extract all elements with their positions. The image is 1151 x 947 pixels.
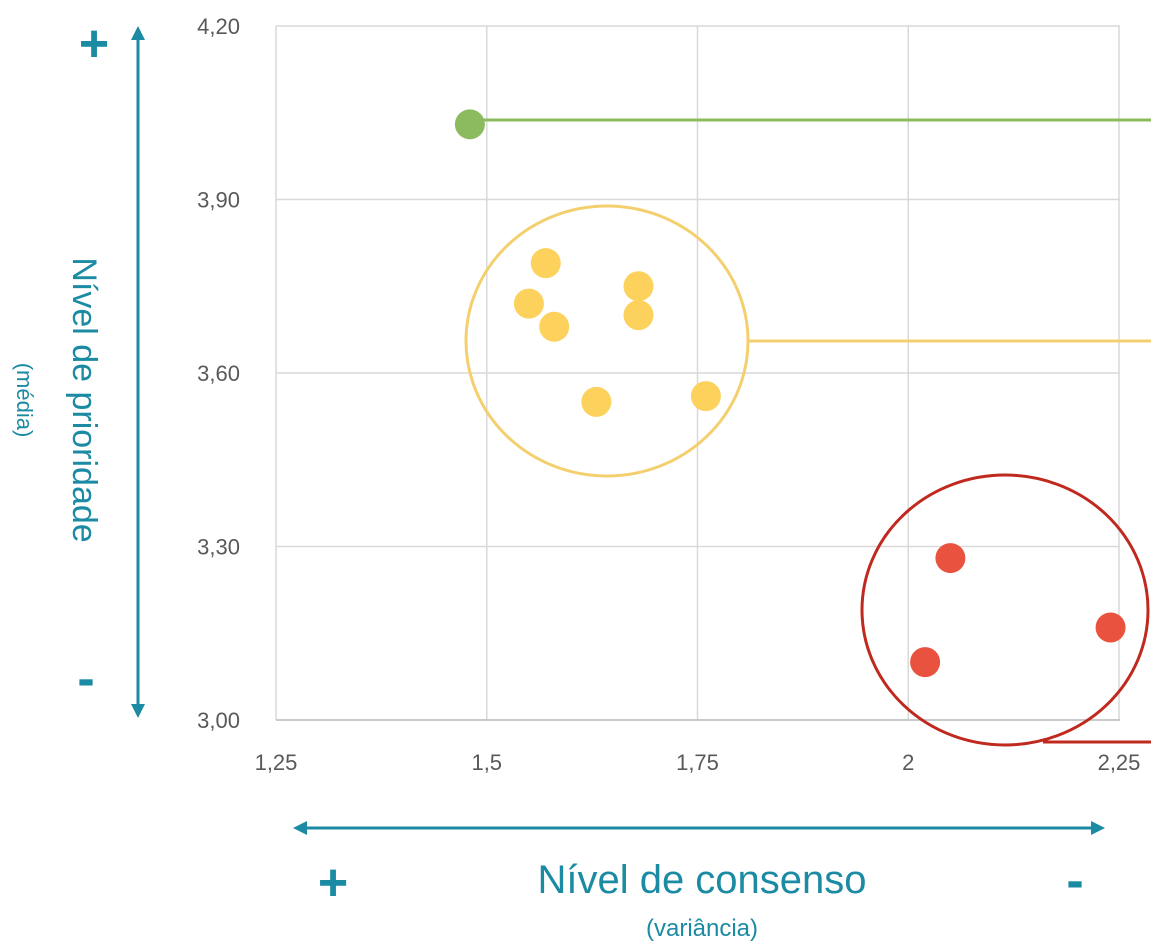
data-points: [454, 109, 1126, 678]
data-point-s1-p6: [690, 381, 721, 412]
x-axis-minus: -: [1066, 852, 1083, 910]
data-point-s2-p1: [1095, 612, 1126, 643]
y-tick-label: 3,90: [197, 188, 240, 213]
y-tick-label: 4,20: [197, 14, 240, 39]
data-point-s1-p4: [623, 300, 654, 331]
data-point-s1-p5: [581, 386, 612, 417]
y-tick-labels: 3,00 3,30 3,60 3,90 4,20: [197, 14, 240, 733]
data-point-s1-p0: [530, 248, 561, 279]
x-axis-arrow: [293, 821, 1105, 835]
data-point-s2-p2: [910, 647, 941, 678]
x-tick-label: 1,75: [676, 750, 719, 775]
y-axis-arrow: [131, 26, 145, 718]
x-axis-subtitle: (variância): [646, 915, 758, 942]
data-point-s1-p1: [513, 288, 544, 319]
gridlines: [275, 25, 1120, 721]
yellow-cluster-circle: [464, 204, 750, 478]
data-point-s2-p0: [935, 543, 966, 574]
y-axis-plus: +: [79, 15, 109, 73]
x-tick-label: 2,25: [1098, 750, 1141, 775]
y-axis-subtitle: (média): [12, 363, 37, 438]
x-tick-label: 1,5: [471, 750, 502, 775]
y-tick-label: 3,60: [197, 361, 240, 386]
x-tick-label: 2: [902, 750, 914, 775]
y-tick-label: 3,00: [197, 708, 240, 733]
cluster-annotations: [464, 118, 1151, 747]
data-point-s1-p2: [539, 311, 570, 342]
arrow-down-icon: [131, 704, 145, 718]
x-axis-plus: +: [318, 854, 348, 912]
y-axis-title: Nível de prioridade: [65, 257, 103, 542]
red-cluster-circle: [860, 473, 1150, 747]
arrow-left-icon: [293, 821, 307, 835]
data-point-s0-p0: [454, 109, 485, 140]
arrow-up-icon: [131, 26, 145, 40]
x-tick-label: 1,25: [255, 750, 298, 775]
x-axis-title: Nível de consenso: [537, 858, 866, 902]
y-axis-minus: -: [77, 650, 94, 708]
data-point-s1-p3: [623, 271, 654, 302]
x-tick-labels: 1,25 1,5 1,75 2 2,25: [255, 750, 1141, 775]
arrow-right-icon: [1091, 821, 1105, 835]
y-tick-label: 3,30: [197, 535, 240, 560]
